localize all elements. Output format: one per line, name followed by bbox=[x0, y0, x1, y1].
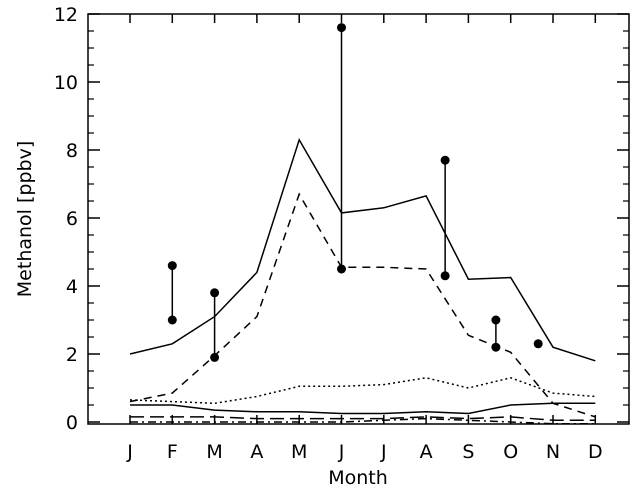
y-tick-label: 12 bbox=[54, 4, 78, 26]
x-tick-label: M bbox=[291, 441, 307, 463]
observations bbox=[167, 23, 543, 362]
observation-low-point bbox=[440, 271, 450, 281]
y-tick-label: 10 bbox=[54, 72, 78, 94]
observation-low-point bbox=[337, 264, 346, 274]
observation-high-point bbox=[167, 261, 177, 271]
observation-low-point bbox=[491, 342, 501, 352]
series-line-longdash bbox=[130, 416, 596, 422]
x-tick-label: J bbox=[380, 441, 387, 463]
x-tick-label: N bbox=[546, 441, 560, 463]
y-tick-label: 6 bbox=[66, 208, 78, 230]
y-tick-label: 0 bbox=[66, 412, 78, 434]
x-tick-label: F bbox=[167, 441, 178, 463]
series-line-dotted bbox=[129, 377, 596, 405]
y-axis-ticks: 0 2 4 6 8 10 12 bbox=[54, 4, 629, 434]
observation-low-point bbox=[210, 352, 220, 362]
x-tick-label: S bbox=[462, 441, 474, 463]
series-line-dashed bbox=[129, 192, 596, 418]
series-line-solid bbox=[129, 137, 596, 362]
x-tick-label: O bbox=[503, 441, 518, 463]
y-tick-label: 2 bbox=[66, 344, 78, 366]
x-tick-label: A bbox=[420, 441, 433, 463]
series-line-dashdot bbox=[130, 417, 596, 425]
observation-high-point bbox=[491, 315, 501, 325]
observation-low-point bbox=[167, 315, 177, 325]
model-series bbox=[129, 137, 596, 425]
x-axis-title: Month bbox=[328, 467, 388, 488]
y-axis-title: Methanol [ppbv] bbox=[14, 141, 36, 297]
x-tick-label: M bbox=[206, 441, 222, 463]
x-tick-label: A bbox=[250, 441, 263, 463]
y-tick-label: 4 bbox=[66, 276, 78, 298]
x-tick-label: D bbox=[588, 441, 603, 463]
observation-high-point bbox=[533, 339, 543, 349]
x-tick-label: J bbox=[338, 441, 345, 463]
x-tick-label: J bbox=[126, 441, 133, 463]
observation-high-point bbox=[337, 23, 346, 33]
observation-high-point bbox=[210, 288, 220, 298]
plot-frame bbox=[87, 13, 630, 425]
y-tick-label: 8 bbox=[66, 140, 78, 162]
series-line-solid bbox=[130, 402, 596, 415]
observation-high-point bbox=[440, 155, 450, 165]
